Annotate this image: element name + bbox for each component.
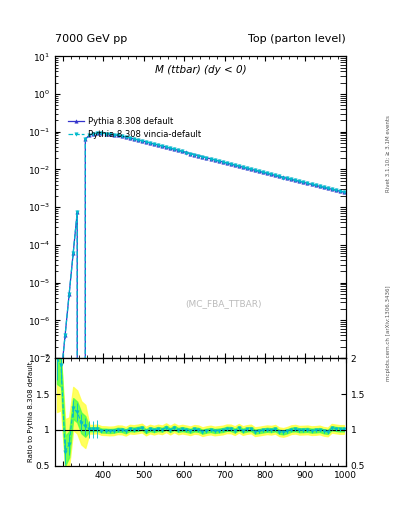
Text: Top (parton level): Top (parton level) [248, 33, 346, 44]
Pythia 8.308 vincia-default [244, 165, 249, 172]
Pythia 8.308 default [244, 165, 249, 172]
Pythia 8.308 default [160, 143, 164, 149]
Pythia 8.308 vincia-default [325, 185, 330, 191]
Pythia 8.308 vincia-default [55, 414, 59, 420]
Text: mcplots.cern.ch [arXiv:1306.3436]: mcplots.cern.ch [arXiv:1306.3436] [386, 285, 391, 380]
Pythia 8.308 default [103, 131, 108, 137]
Line: Pythia 8.308 default: Pythia 8.308 default [55, 132, 345, 512]
Pythia 8.308 default [224, 160, 229, 166]
Line: Pythia 8.308 vincia-default: Pythia 8.308 vincia-default [55, 132, 345, 512]
Pythia 8.308 vincia-default [103, 131, 108, 137]
Legend: Pythia 8.308 default, Pythia 8.308 vincia-default: Pythia 8.308 default, Pythia 8.308 vinci… [65, 115, 203, 142]
Pythia 8.308 default [342, 189, 346, 195]
Text: (MC_FBA_TTBAR): (MC_FBA_TTBAR) [185, 300, 262, 308]
Pythia 8.308 vincia-default [95, 130, 100, 136]
Pythia 8.308 vincia-default [342, 189, 346, 195]
Pythia 8.308 default [325, 185, 330, 191]
Pythia 8.308 default [99, 130, 104, 136]
Pythia 8.308 default [257, 168, 261, 175]
Pythia 8.308 vincia-default [160, 143, 164, 149]
Pythia 8.308 vincia-default [257, 168, 261, 175]
Pythia 8.308 vincia-default [224, 160, 229, 166]
Y-axis label: Ratio to Pythia 8.308 default: Ratio to Pythia 8.308 default [28, 362, 35, 462]
Text: M (ttbar) (dy < 0): M (ttbar) (dy < 0) [154, 66, 246, 75]
Text: Rivet 3.1.10; ≥ 3.1M events: Rivet 3.1.10; ≥ 3.1M events [386, 115, 391, 192]
Text: 7000 GeV pp: 7000 GeV pp [55, 33, 127, 44]
Pythia 8.308 default [55, 414, 59, 420]
